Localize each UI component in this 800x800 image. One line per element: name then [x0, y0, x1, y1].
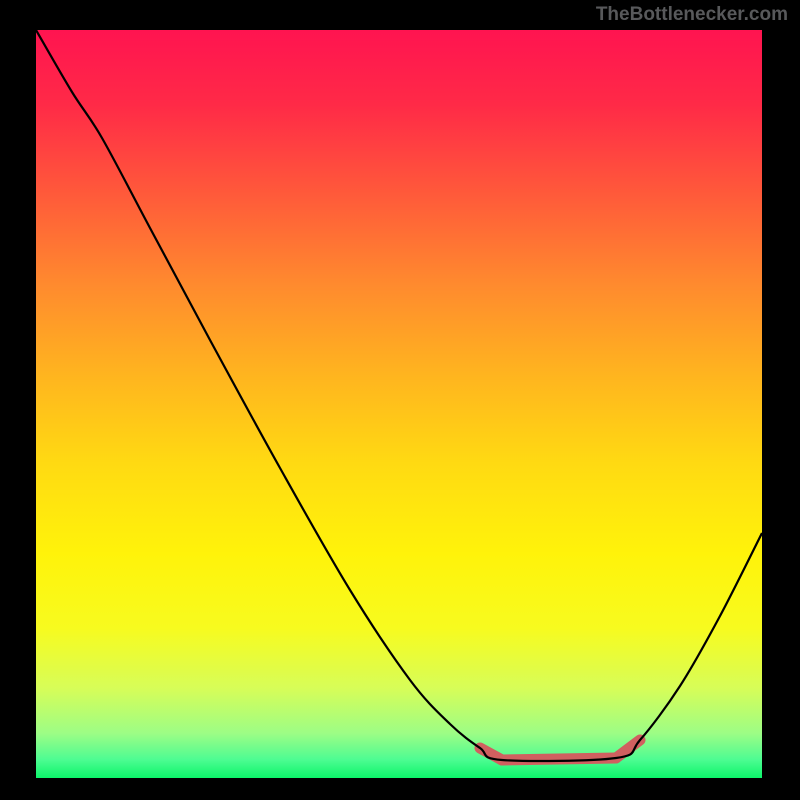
attribution-label: TheBottlenecker.com	[596, 4, 788, 26]
plot-area	[36, 30, 762, 778]
curve-layer	[36, 30, 762, 778]
bottleneck-curve	[36, 30, 762, 761]
chart-container: TheBottlenecker.com	[0, 0, 800, 800]
